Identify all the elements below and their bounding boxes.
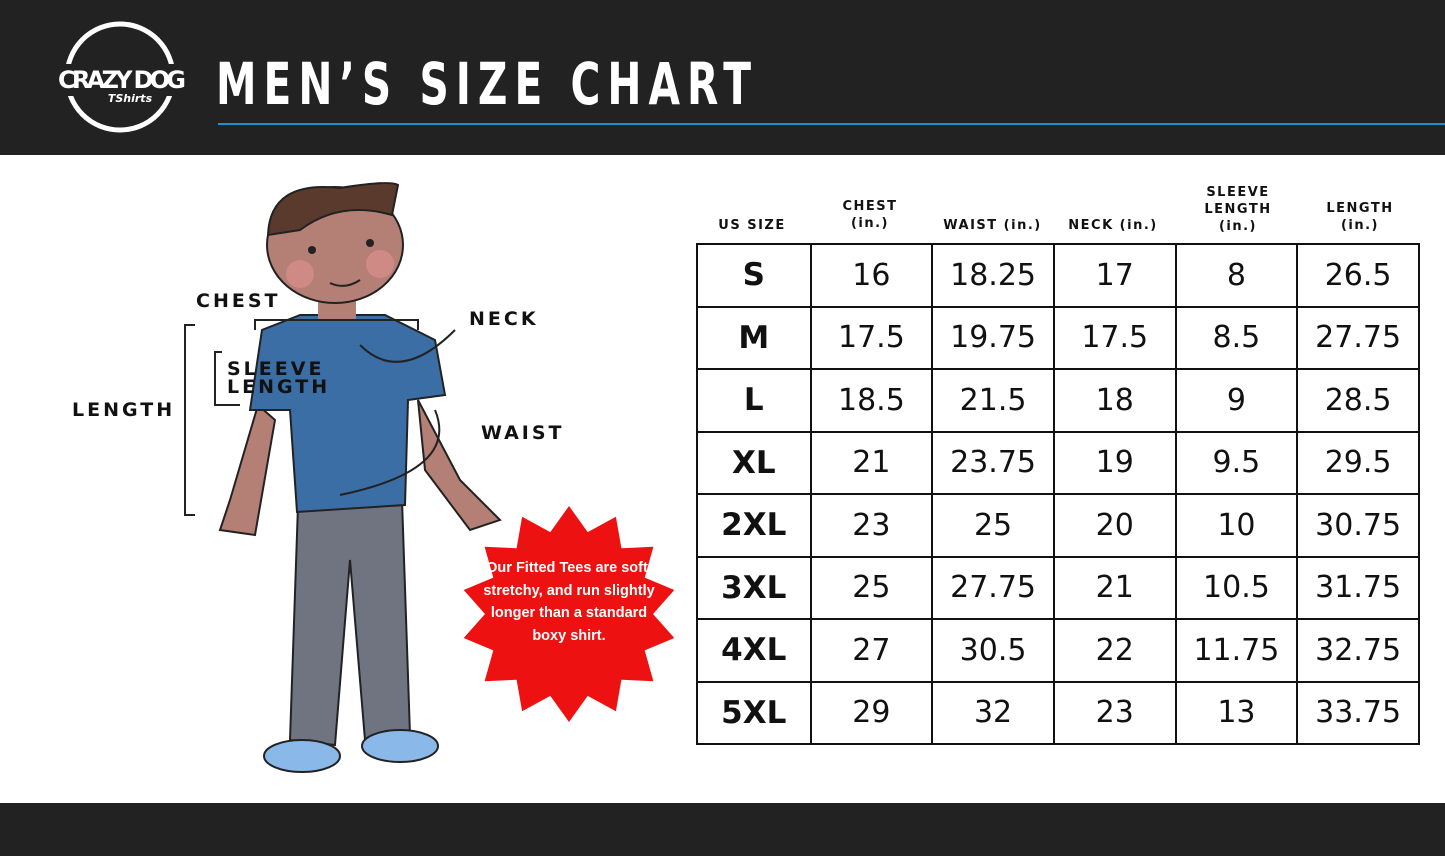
svg-text:CRAZY DOG: CRAZY DOG <box>58 66 186 94</box>
page-title: MEN’S SIZE CHART <box>216 50 759 118</box>
measure-cell: 17 <box>1052 243 1177 308</box>
measure-cell: 19.75 <box>931 305 1055 370</box>
measure-cell: 20 <box>1052 493 1177 558</box>
measure-cell: 25 <box>809 555 934 620</box>
table-row: 2XL 23 25 20 10 30.75 <box>696 493 1420 558</box>
size-table: S 16 18.25 17 8 26.5 M 17.5 19.75 17.5 8.5 27.75 L 18… <box>696 243 1420 745</box>
measure-cell: 31.75 <box>1296 555 1420 620</box>
table-row: 5XL 29 32 23 13 33.75 <box>696 680 1420 745</box>
size-cell: XL <box>696 430 812 495</box>
table-row: 4XL 27 30.5 22 11.75 32.75 <box>696 618 1420 683</box>
header: CRAZY DOG TShirts MEN’S SIZE CHART <box>0 0 1445 155</box>
measure-cell: 19 <box>1052 430 1177 495</box>
table-row: L 18.5 21.5 18 9 28.5 <box>696 368 1420 433</box>
callout-text: Our Fitted Tees are soft, stretchy, and … <box>483 560 655 644</box>
callout-starburst <box>463 506 675 722</box>
measure-cell: 25 <box>931 493 1055 558</box>
measure-cell: 23 <box>1052 680 1177 745</box>
measure-cell: 22 <box>1052 618 1177 683</box>
label-chest: CHEST <box>196 290 281 312</box>
size-cell: M <box>696 305 812 370</box>
label-sleeve-length: LENGTH <box>227 376 331 398</box>
measure-cell: 11.75 <box>1174 618 1299 683</box>
size-cell: 4XL <box>696 618 812 683</box>
label-length: LENGTH <box>72 399 176 421</box>
measure-cell: 23.75 <box>931 430 1055 495</box>
boy-illustration <box>184 182 502 773</box>
measure-cell: 29.5 <box>1296 430 1420 495</box>
label-sleeve: SLEEVE <box>227 358 325 380</box>
measure-cell: 18.25 <box>931 243 1055 308</box>
measure-cell: 16 <box>809 243 934 308</box>
measure-cell: 13 <box>1174 680 1299 745</box>
header-length: LENGTH (in.) <box>1326 201 1394 233</box>
measure-cell: 10.5 <box>1174 555 1299 620</box>
measure-cell: 21.5 <box>931 368 1055 433</box>
measure-cell: 17.5 <box>1052 305 1177 370</box>
table-row: XL 21 23.75 19 9.5 29.5 <box>696 430 1420 495</box>
measure-cell: 29 <box>809 680 934 745</box>
measure-cell: 32.75 <box>1296 618 1420 683</box>
measure-cell: 8 <box>1174 243 1299 308</box>
svg-text:TShirts: TShirts <box>108 92 153 105</box>
measure-cell: 30.75 <box>1296 493 1420 558</box>
size-cell: 5XL <box>696 680 812 745</box>
measure-cell: 10 <box>1174 493 1299 558</box>
table-row: S 16 18.25 17 8 26.5 <box>696 243 1420 308</box>
measure-cell: 8.5 <box>1174 305 1299 370</box>
size-cell: L <box>696 368 812 433</box>
measure-cell: 28.5 <box>1296 368 1420 433</box>
measure-cell: 27.75 <box>931 555 1055 620</box>
header-neck: NECK (in.) <box>1068 218 1158 233</box>
header-us-size: US SIZE <box>718 218 786 233</box>
measure-cell: 21 <box>1052 555 1177 620</box>
size-cell: 2XL <box>696 493 812 558</box>
size-cell: 3XL <box>696 555 812 620</box>
title-underline <box>218 123 1445 125</box>
footer <box>0 803 1445 856</box>
measure-cell: 32 <box>931 680 1055 745</box>
measure-cell: 18.5 <box>809 368 934 433</box>
measure-cell: 9.5 <box>1174 430 1299 495</box>
header-chest: CHEST (in.) <box>842 199 898 231</box>
table-row: M 17.5 19.75 17.5 8.5 27.75 <box>696 305 1420 370</box>
label-neck: NECK <box>469 308 539 330</box>
measure-cell: 23 <box>809 493 934 558</box>
measure-cell: 27.75 <box>1296 305 1420 370</box>
measure-cell: 26.5 <box>1296 243 1420 308</box>
table-row: 3XL 25 27.75 21 10.5 31.75 <box>696 555 1420 620</box>
label-waist: WAIST <box>481 422 565 444</box>
measure-cell: 27 <box>809 618 934 683</box>
measure-cell: 33.75 <box>1296 680 1420 745</box>
measure-cell: 18 <box>1052 368 1177 433</box>
crazy-dog-logo: CRAZY DOG TShirts <box>58 21 193 133</box>
size-cell: S <box>696 243 812 308</box>
measure-cell: 30.5 <box>931 618 1055 683</box>
measure-cell: 21 <box>809 430 934 495</box>
measure-cell: 17.5 <box>809 305 934 370</box>
measure-cell: 9 <box>1174 368 1299 433</box>
header-sleeve-length: SLEEVE LENGTH (in.) <box>1204 185 1272 234</box>
header-waist: WAIST (in.) <box>943 218 1042 233</box>
